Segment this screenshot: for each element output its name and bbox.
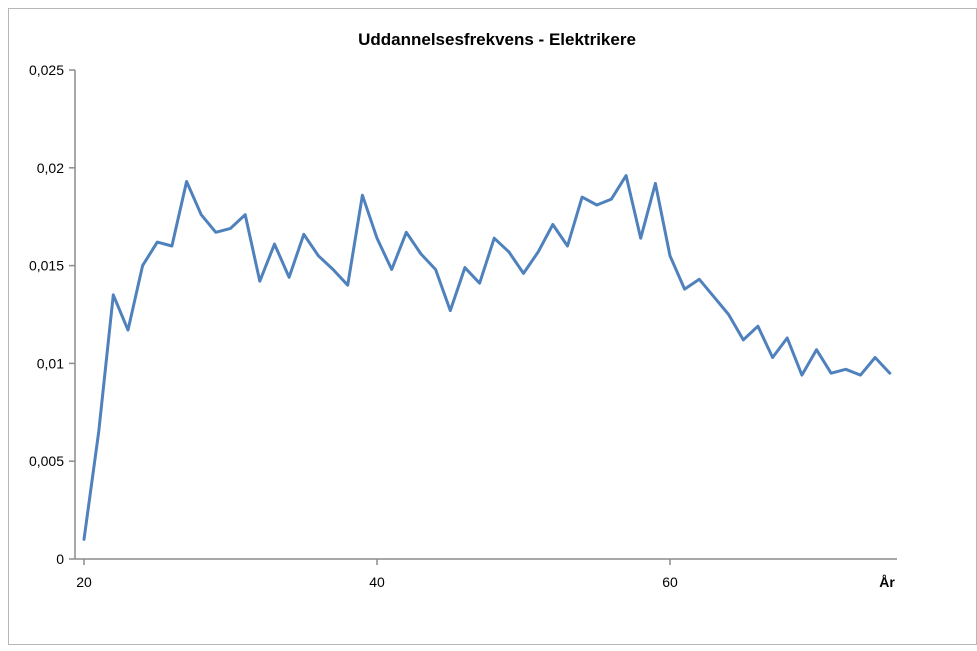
x-tick-label: 60 bbox=[662, 574, 678, 590]
y-tick-label: 0 bbox=[56, 551, 64, 567]
x-tick-group: 20 40 60 bbox=[76, 559, 678, 590]
x-tick-label: 20 bbox=[76, 574, 92, 590]
y-tick-label: 0,02 bbox=[37, 160, 64, 176]
x-tick-label: 40 bbox=[369, 574, 385, 590]
y-tick-label: 0,025 bbox=[29, 62, 64, 78]
chart-title: Uddannelsesfrekvens - Elektrikere bbox=[358, 30, 636, 49]
x-axis-label: År bbox=[879, 574, 895, 590]
series-line bbox=[82, 174, 892, 541]
series-group bbox=[82, 174, 892, 541]
y-tick-label: 0,005 bbox=[29, 453, 64, 469]
y-tick-label: 0,015 bbox=[29, 258, 64, 274]
y-tick-group: 0 0,005 0,01 0,015 0,02 0,025 bbox=[29, 62, 75, 567]
y-tick-label: 0,01 bbox=[37, 355, 64, 371]
chart-frame bbox=[8, 8, 977, 645]
